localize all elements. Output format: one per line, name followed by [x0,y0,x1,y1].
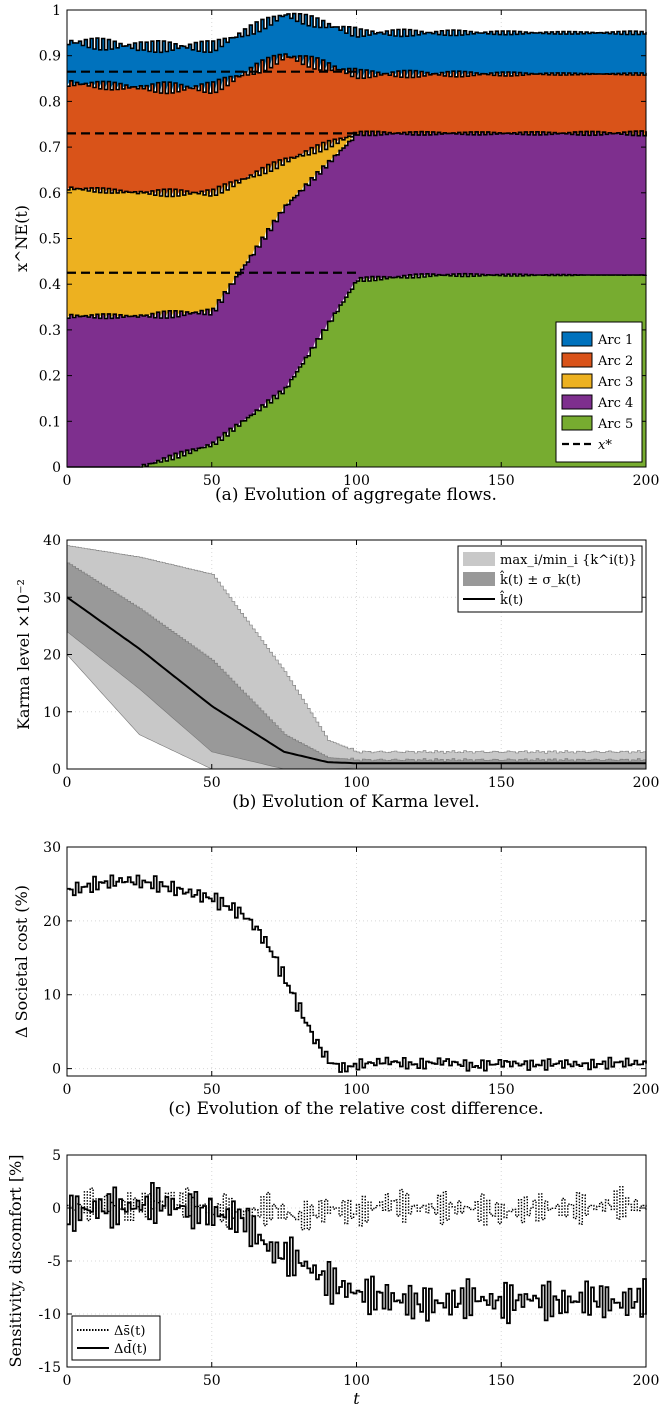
a-ylabel: x^NE(t) [12,205,31,272]
c-xtick-label: 200 [633,1082,660,1098]
legend-label: Δs̄(t) [114,1324,145,1339]
legend-label: Arc 1 [597,333,633,348]
boundary-arc-1 [67,12,647,54]
boundary-arc-5 [67,272,647,468]
d-xtick-label: 0 [63,1373,72,1389]
legend-swatch-arc-5 [561,415,593,431]
a-xtick-label: 150 [488,473,515,489]
a-ytick-label: 0.5 [39,232,61,248]
area-arc-4 [67,131,646,467]
legend-d: Δs̄(t)Δd̄(t) [71,1315,161,1361]
a-ytick-label: 0.3 [39,323,61,339]
d-ytick-label: -5 [47,1254,61,1270]
legend-label: Arc 3 [597,375,633,390]
a-xtick-label: 0 [63,473,72,489]
b-xtick-label: 100 [343,775,370,791]
chart-sensitivity-discomfort: 0 50 100 150 200 -15 -10 -5 0 5 Sensitivity, disco… [6,1148,659,1408]
d-xlabel: t [353,1389,360,1408]
d-ylabel: Sensitivity, discomfort [%] [6,1154,25,1367]
band-mean-std [66,562,647,770]
line-mean-karma [66,596,646,765]
boundary-arc-2 [67,53,647,95]
legend-label: max_i/min_i {k^i(t)} [500,553,637,568]
a-ytick-label: 0.9 [39,49,61,65]
caption-c: (c) Evolution of the relative cost diffe… [168,1099,543,1119]
b-ytick-label: 40 [43,533,61,549]
b-ytick-label: 20 [43,648,61,664]
a-ytick-label: 0.1 [39,414,61,430]
b-ylabel: Karma level ×10⁻² [14,579,33,730]
c-ytick-label: 20 [43,914,61,930]
legend-a: Arc 1 Arc 2 Arc 3 Arc 4 Arc 5 x* [555,321,643,463]
legend-swatch-arc-4 [561,394,593,410]
a-ytick-label: 0.6 [39,186,61,202]
legend-label: k̂(t) [499,590,523,608]
chart-karma-level: 0 50 100 150 200 0 10 20 30 40 Karma level ×10⁻² ma… [14,533,659,791]
area-arc-5 [67,273,646,467]
line-discomfort [67,1182,647,1325]
c-ytick-label: 30 [43,840,61,856]
a-ytick-label: 0.2 [39,369,61,385]
d-xtick-label: 200 [633,1373,660,1389]
b-ytick-label: 10 [43,705,61,721]
legend-label: k̂(t) ± σ_k(t) [499,570,581,588]
legend-label: Arc 4 [597,396,633,411]
c-ylabel: Δ Societal cost (%) [12,885,31,1038]
area-arc-3 [67,131,646,319]
legend-label: Arc 5 [597,417,633,432]
b-ytick-label: 30 [43,590,61,606]
d-ytick-label: -15 [38,1360,61,1376]
c-xtick-label: 0 [63,1082,72,1098]
b-xtick-label: 200 [633,775,660,791]
area-arc-1 [67,13,646,94]
legend-swatch-arc-2 [561,352,593,368]
caption-a: (a) Evolution of aggregate flows. [215,485,497,505]
a-ytick-label: 1 [52,3,61,19]
chart-aggregate-flows: 0 50 100 150 200 0 0.1 0.2 0.3 0.4 0.5 0.6 0.7 0.8 0.9… [12,3,659,489]
caption-b: (b) Evolution of Karma level. [232,792,480,812]
a-xtick-label: 50 [203,473,221,489]
c-xtick-label: 50 [203,1082,221,1098]
c-xtick-label: 150 [488,1082,515,1098]
a-ytick-label: 0 [52,460,61,476]
b-xtick-label: 150 [488,775,515,791]
c-xtick-label: 100 [343,1082,370,1098]
a-xtick-label: 100 [343,473,370,489]
d-ytick-label: 5 [52,1148,61,1164]
a-ytick-label: 0.4 [39,277,61,293]
legend-swatch-band [463,552,495,566]
boundary-arc-4 [67,130,647,320]
b-xtick-label: 50 [203,775,221,791]
legend-label: Arc 2 [597,354,633,369]
d-xtick-label: 50 [203,1373,221,1389]
chart-relative-cost: 0 50 100 150 200 0 10 20 30 Δ Societal cost (%) [12,840,659,1098]
d-xtick-label: 100 [343,1373,370,1389]
c-ytick-label: 0 [52,1062,61,1078]
a-ytick-label: 0.7 [39,140,61,156]
line-cost-difference [67,874,647,1073]
d-ytick-label: 0 [52,1201,61,1217]
legend-label: Δd̄(t) [114,1340,147,1357]
legend-swatch-band [463,572,495,586]
area-arc-2 [67,54,646,197]
legend-label: x* [598,438,612,453]
c-ytick-label: 10 [43,988,61,1004]
line-sensitivity [67,1186,647,1231]
legend-b: max_i/min_i {k^i(t)} k̂(t) ± σ_k(t) k̂(t) [457,545,643,613]
d-ytick-label: -10 [38,1307,61,1323]
legend-swatch-arc-3 [561,373,593,389]
b-ytick-label: 0 [52,762,61,778]
a-ytick-label: 0.8 [39,94,61,110]
legend-swatch-arc-1 [561,331,593,347]
a-xtick-label: 200 [633,473,660,489]
b-xtick-label: 0 [63,775,72,791]
legend-d-box [71,1315,161,1361]
d-xtick-label: 150 [488,1373,515,1389]
